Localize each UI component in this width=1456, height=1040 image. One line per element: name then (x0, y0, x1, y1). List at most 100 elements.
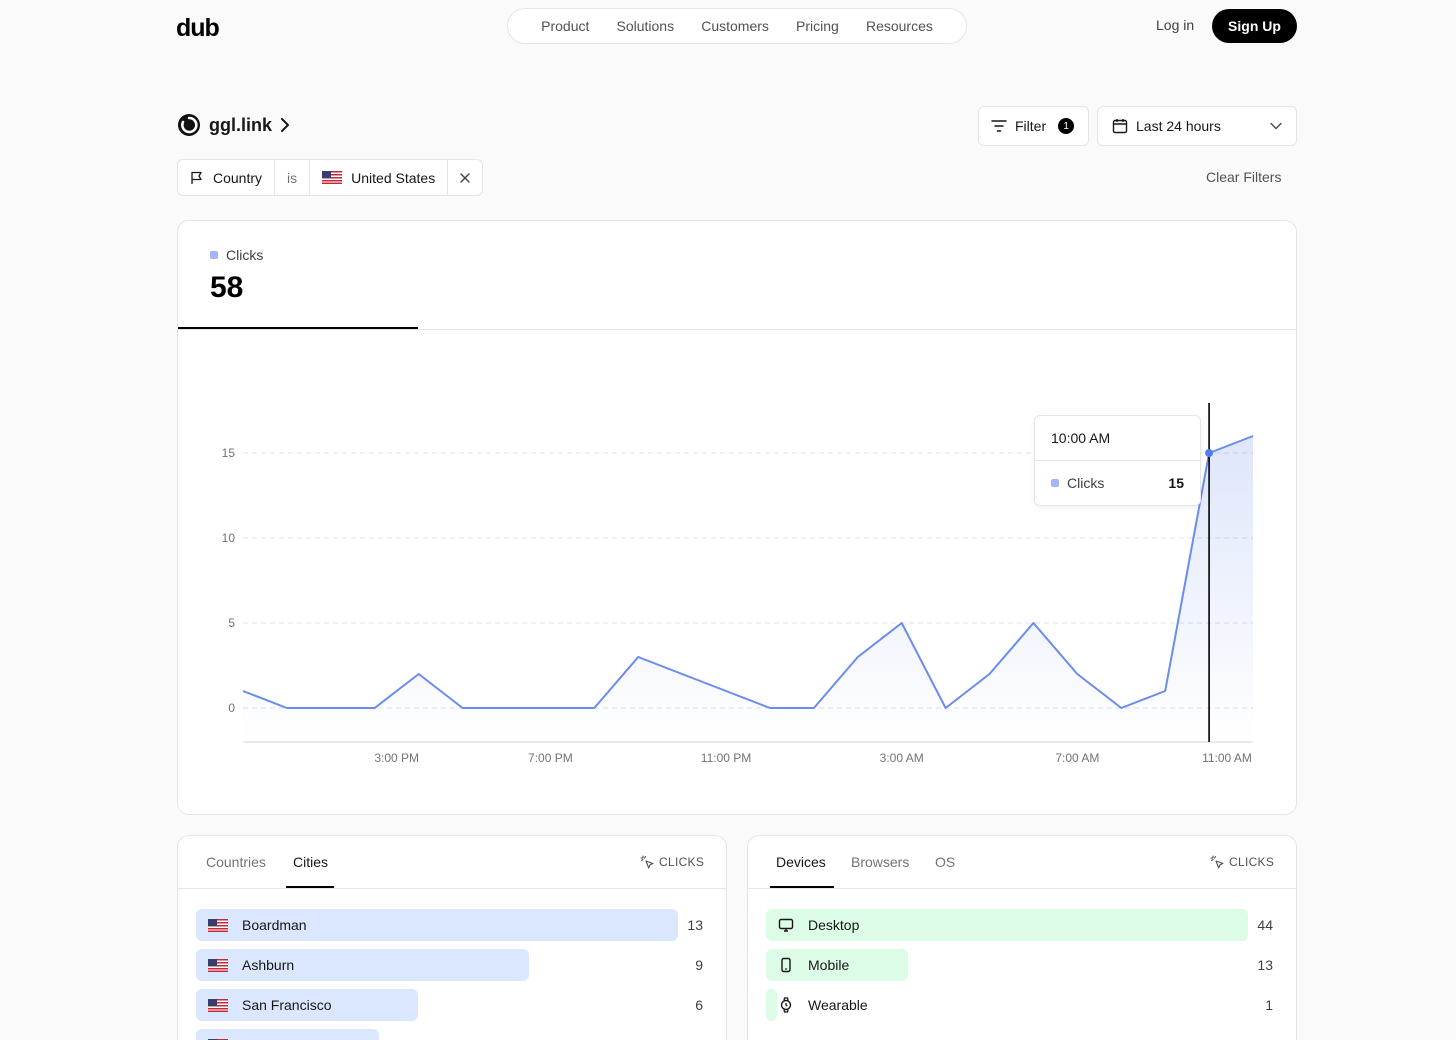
bar-label: Boardman (208, 909, 307, 941)
clicks-line (242, 435, 1254, 709)
metric-value: 58 (210, 271, 244, 304)
row-label: Wearable (808, 997, 868, 1013)
watch-icon (780, 997, 792, 1013)
tab-os[interactable]: OS (935, 854, 956, 870)
cursor-click-icon (640, 855, 654, 869)
list-item[interactable]: Mobile 13 (766, 949, 1276, 981)
row-label: Ashburn (242, 957, 295, 973)
list-item[interactable]: Ashburn 9 (196, 949, 706, 981)
filter-value[interactable]: United States (310, 160, 449, 195)
row-value: 9 (695, 957, 703, 973)
tab-browsers[interactable]: Browsers (851, 854, 910, 870)
nav-item-solutions[interactable]: Solutions (616, 18, 675, 34)
y-tick-label: 10 (222, 531, 236, 545)
bar-label: Mobile (778, 949, 849, 981)
list-item[interactable]: Wearable 1 (766, 989, 1276, 1021)
metric-tab-clicks[interactable]: Clicks 58 (178, 221, 418, 329)
cursor-click-icon (1210, 855, 1224, 869)
row-value: 13 (1257, 957, 1273, 973)
x-tick-label: 7:00 PM (528, 751, 573, 765)
filter-label: Filter (1015, 118, 1047, 134)
bar-fill (196, 989, 418, 1021)
clicks-area (243, 436, 1253, 742)
flag-icon (191, 171, 202, 184)
link-header[interactable]: ggl.link (177, 113, 290, 137)
row-label: Desktop (808, 917, 860, 933)
row-label: San Francisco (242, 997, 332, 1013)
x-tick-label: 3:00 AM (880, 751, 924, 765)
bar-label (208, 1029, 242, 1040)
row-label: Mobile (808, 957, 850, 973)
active-filter-chip: Country is United States (177, 159, 484, 196)
filter-key-label: Country (213, 169, 263, 186)
dub-logo[interactable]: dub (176, 14, 220, 42)
signup-button[interactable]: Sign Up (1212, 9, 1297, 43)
us-flag-icon (208, 1038, 228, 1040)
nav-item-resources[interactable]: Resources (865, 18, 933, 34)
calendar-icon (1112, 119, 1128, 134)
close-icon (460, 172, 470, 183)
list-item[interactable]: Boardman 13 (196, 909, 706, 941)
y-tick-label: 5 (228, 616, 235, 630)
nav-item-customers[interactable]: Customers (701, 18, 769, 34)
devices-card: Devices Browsers OS CLICKS Desktop 44 Mobi… (747, 835, 1297, 1040)
chevron-right-icon (281, 118, 289, 132)
row-value: 6 (695, 997, 703, 1013)
us-flag-icon (322, 171, 343, 184)
bar-label: Wearable (778, 989, 868, 1021)
bar-label: Desktop (778, 909, 859, 941)
filter-key[interactable]: Country (178, 160, 276, 195)
metric-label: Clicks (226, 247, 264, 263)
tooltip-label: Clicks (1067, 475, 1105, 491)
link-favicon-icon (178, 114, 200, 136)
clicks-label: CLICKS (659, 855, 705, 869)
filter-count-badge: 1 (1058, 118, 1075, 134)
bar-fill (196, 909, 678, 941)
link-domain: ggl.link (209, 114, 272, 135)
main-nav: Product Solutions Customers Pricing Reso… (507, 8, 967, 44)
bar-fill (766, 909, 1248, 941)
x-tick-label: 11:00 PM (701, 751, 751, 765)
nav-item-pricing[interactable]: Pricing (796, 18, 839, 34)
tab-cities[interactable]: Cities (293, 854, 329, 870)
bar-fill (766, 989, 778, 1021)
timeseries-card: Clicks 58 0 5 10 15 3:00 PM 7:00 PM 11:00 PM 3… (177, 220, 1297, 815)
bar-fill (196, 949, 529, 981)
x-tick-label: 11:00 AM (1202, 751, 1252, 765)
us-flag-icon (208, 958, 228, 972)
filter-button[interactable]: Filter 1 (978, 106, 1089, 146)
row-value: 1 (1265, 997, 1273, 1013)
nav-item-product[interactable]: Product (541, 18, 590, 34)
filter-icon (991, 120, 1007, 132)
tab-devices[interactable]: Devices (776, 854, 826, 870)
remove-filter-button[interactable] (448, 160, 482, 195)
desktop-icon (778, 918, 794, 932)
active-tab-indicator (770, 886, 834, 888)
login-link[interactable]: Log in (1156, 17, 1195, 33)
us-flag-icon (208, 998, 228, 1012)
list-item[interactable]: San Francisco 6 (196, 989, 706, 1021)
series-color-swatch (210, 251, 218, 259)
tooltip-value: 15 (1168, 475, 1184, 491)
clicks-label: CLICKS (1229, 855, 1275, 869)
hover-point (1205, 449, 1214, 457)
tab-countries[interactable]: Countries (206, 854, 266, 870)
date-range-select[interactable]: Last 24 hours (1097, 106, 1297, 146)
chart-tooltip: 10:00 AM Clicks 15 (1034, 415, 1201, 506)
tooltip-swatch (1051, 479, 1059, 487)
y-tick-label: 15 (222, 446, 236, 460)
locations-tabs: Countries Cities CLICKS (178, 836, 726, 889)
bar-label: Ashburn (208, 949, 294, 981)
filter-operator[interactable]: is (275, 160, 311, 195)
mobile-icon (781, 957, 791, 973)
active-tab-indicator (286, 886, 334, 888)
divider (178, 329, 1296, 330)
filter-value-label: United States (351, 169, 436, 186)
clicks-column-header: CLICKS (640, 855, 704, 869)
list-item[interactable]: Desktop 44 (766, 909, 1276, 941)
x-tick-label: 3:00 PM (374, 751, 419, 765)
chevron-down-icon (1270, 122, 1282, 130)
clicks-chart[interactable]: 0 5 10 15 3:00 PM 7:00 PM 11:00 PM 3:00 AM 7:00… (178, 329, 1297, 815)
clear-filters-button[interactable]: Clear Filters (1206, 169, 1282, 185)
list-item[interactable] (196, 1029, 706, 1040)
